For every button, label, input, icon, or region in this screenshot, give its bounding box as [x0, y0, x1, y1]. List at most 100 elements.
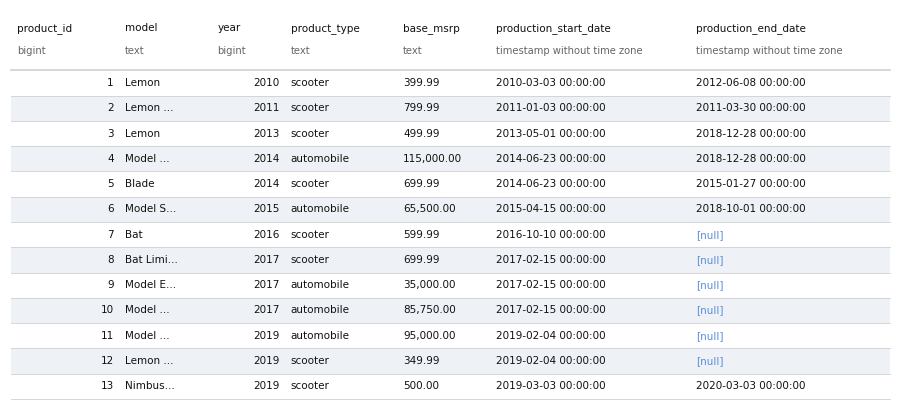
Text: 85,750.00: 85,750.00 — [403, 305, 456, 316]
Text: 2018-12-28 00:00:00: 2018-12-28 00:00:00 — [696, 129, 806, 139]
Text: [null]: [null] — [696, 305, 724, 316]
Text: 2011-03-30 00:00:00: 2011-03-30 00:00:00 — [696, 103, 805, 113]
Text: 65,500.00: 65,500.00 — [403, 204, 456, 214]
Text: 2014-06-23 00:00:00: 2014-06-23 00:00:00 — [496, 179, 605, 189]
Text: 2017-02-15 00:00:00: 2017-02-15 00:00:00 — [496, 255, 605, 265]
Text: 2013-05-01 00:00:00: 2013-05-01 00:00:00 — [496, 129, 605, 139]
Text: 2012-06-08 00:00:00: 2012-06-08 00:00:00 — [696, 78, 805, 88]
Text: automobile: automobile — [291, 305, 350, 316]
Text: 95,000.00: 95,000.00 — [403, 331, 456, 341]
Text: 11: 11 — [101, 331, 114, 341]
Text: year: year — [217, 23, 241, 33]
Text: 35,000.00: 35,000.00 — [403, 280, 456, 290]
Text: Lemon ...: Lemon ... — [124, 356, 173, 366]
Bar — [11, 298, 890, 323]
Text: 2016-10-10 00:00:00: 2016-10-10 00:00:00 — [496, 230, 605, 240]
Text: Model ...: Model ... — [124, 331, 169, 341]
Text: 2016: 2016 — [253, 230, 280, 240]
Bar — [11, 171, 890, 197]
Text: Blade: Blade — [124, 179, 154, 189]
Text: 2011: 2011 — [253, 103, 280, 113]
Text: 2011-01-03 00:00:00: 2011-01-03 00:00:00 — [496, 103, 605, 113]
Text: 699.99: 699.99 — [403, 179, 440, 189]
Text: 2017: 2017 — [253, 280, 280, 290]
Text: 4: 4 — [107, 154, 114, 164]
Text: text: text — [124, 46, 144, 56]
Text: scooter: scooter — [291, 78, 330, 88]
Text: 2010-03-03 00:00:00: 2010-03-03 00:00:00 — [496, 78, 605, 88]
Text: 2014: 2014 — [253, 154, 280, 164]
Text: 2: 2 — [107, 103, 114, 113]
Text: Lemon: Lemon — [124, 129, 159, 139]
Text: Model S...: Model S... — [124, 204, 176, 214]
Text: text: text — [403, 46, 423, 56]
Text: 2018-10-01 00:00:00: 2018-10-01 00:00:00 — [696, 204, 805, 214]
Text: 2017-02-15 00:00:00: 2017-02-15 00:00:00 — [496, 305, 605, 316]
Text: scooter: scooter — [291, 356, 330, 366]
Text: 2015: 2015 — [253, 204, 280, 214]
Text: scooter: scooter — [291, 230, 330, 240]
Text: 2017: 2017 — [253, 255, 280, 265]
Text: 1: 1 — [107, 78, 114, 88]
Text: automobile: automobile — [291, 204, 350, 214]
Text: bigint: bigint — [17, 46, 46, 56]
Bar — [11, 349, 890, 374]
Text: 2013: 2013 — [253, 129, 280, 139]
Text: Bat: Bat — [124, 230, 142, 240]
Text: scooter: scooter — [291, 103, 330, 113]
Bar — [11, 272, 890, 298]
Text: product_id: product_id — [17, 23, 72, 33]
Bar — [11, 146, 890, 171]
Text: 2020-03-03 00:00:00: 2020-03-03 00:00:00 — [696, 381, 805, 391]
Text: 399.99: 399.99 — [403, 78, 440, 88]
Text: Lemon: Lemon — [124, 78, 159, 88]
Text: 500.00: 500.00 — [403, 381, 439, 391]
Text: 2019-02-04 00:00:00: 2019-02-04 00:00:00 — [496, 356, 605, 366]
Text: [null]: [null] — [696, 230, 724, 240]
Text: 8: 8 — [107, 255, 114, 265]
Bar — [11, 10, 890, 71]
Text: automobile: automobile — [291, 331, 350, 341]
Text: 12: 12 — [101, 356, 114, 366]
Text: 13: 13 — [101, 381, 114, 391]
Text: scooter: scooter — [291, 129, 330, 139]
Text: bigint: bigint — [217, 46, 246, 56]
Text: [null]: [null] — [696, 356, 724, 366]
Text: 6: 6 — [107, 204, 114, 214]
Text: 2017: 2017 — [253, 305, 280, 316]
Text: 799.99: 799.99 — [403, 103, 440, 113]
Text: 2019: 2019 — [253, 331, 280, 341]
Text: 115,000.00: 115,000.00 — [403, 154, 462, 164]
Text: timestamp without time zone: timestamp without time zone — [696, 46, 842, 56]
Text: timestamp without time zone: timestamp without time zone — [496, 46, 642, 56]
Text: [null]: [null] — [696, 331, 724, 341]
Bar — [11, 197, 890, 222]
Text: 5: 5 — [107, 179, 114, 189]
Bar — [11, 222, 890, 247]
Text: 2010: 2010 — [254, 78, 280, 88]
Text: Model E...: Model E... — [124, 280, 176, 290]
Bar — [11, 323, 890, 349]
Text: 699.99: 699.99 — [403, 255, 440, 265]
Text: Model ...: Model ... — [124, 154, 169, 164]
Text: automobile: automobile — [291, 154, 350, 164]
Bar — [11, 247, 890, 272]
Text: production_end_date: production_end_date — [696, 23, 806, 33]
Text: Lemon ...: Lemon ... — [124, 103, 173, 113]
Text: 2019: 2019 — [253, 356, 280, 366]
Text: Nimbus...: Nimbus... — [124, 381, 175, 391]
Text: model: model — [124, 23, 157, 33]
Text: scooter: scooter — [291, 381, 330, 391]
Text: [null]: [null] — [696, 255, 724, 265]
Text: Model ...: Model ... — [124, 305, 169, 316]
Text: 2018-12-28 00:00:00: 2018-12-28 00:00:00 — [696, 154, 806, 164]
Bar — [11, 96, 890, 121]
Text: 2014-06-23 00:00:00: 2014-06-23 00:00:00 — [496, 154, 605, 164]
Text: 2017-02-15 00:00:00: 2017-02-15 00:00:00 — [496, 280, 605, 290]
Text: 2015-01-27 00:00:00: 2015-01-27 00:00:00 — [696, 179, 805, 189]
Bar — [11, 374, 890, 399]
Text: 2019: 2019 — [253, 381, 280, 391]
Text: 2019-03-03 00:00:00: 2019-03-03 00:00:00 — [496, 381, 605, 391]
Text: 599.99: 599.99 — [403, 230, 440, 240]
Bar — [11, 121, 890, 146]
